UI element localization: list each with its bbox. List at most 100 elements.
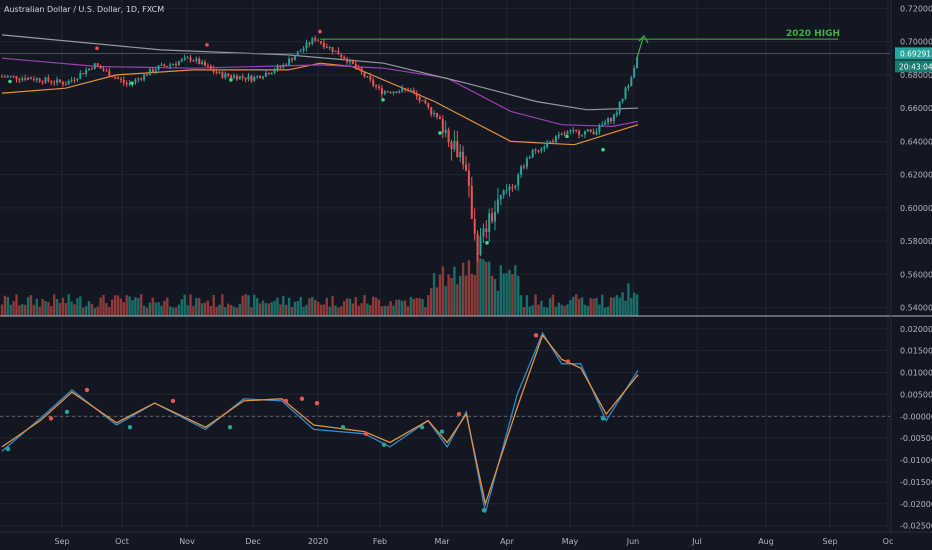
oscillator-panel[interactable] (0, 331, 890, 513)
candle-body (427, 103, 430, 108)
candle-body (192, 60, 195, 62)
candle-body (349, 59, 351, 63)
volume-bar (44, 301, 47, 316)
volume-bar (505, 273, 508, 316)
time-tick: Oc (883, 537, 894, 546)
volume-bar (345, 298, 349, 316)
volume-bar (70, 301, 73, 316)
candle-body (496, 199, 499, 212)
volume-bar (401, 300, 404, 316)
candle-body (67, 80, 70, 85)
time-tick: Sep (822, 537, 837, 546)
candle-body (218, 72, 221, 74)
volume-bar (73, 304, 76, 316)
volume-bar (499, 265, 502, 316)
candle-body (610, 118, 612, 122)
volume-bar (116, 295, 120, 316)
candle-body (163, 64, 166, 66)
volume-bar (157, 302, 160, 316)
volume-bar (522, 307, 526, 316)
candle-body (549, 141, 552, 143)
osc-cross-marker (533, 333, 539, 338)
candle-body (581, 134, 583, 136)
volume-bar (47, 301, 50, 316)
arrow-shaft (636, 37, 644, 59)
candle-body (308, 42, 311, 45)
volume-bar (618, 297, 621, 316)
volume-bar (55, 299, 59, 316)
candle-body (444, 129, 447, 133)
osc-tick: -0.02500 (900, 522, 932, 531)
time-tag-text: 20:43:04 (899, 62, 932, 71)
volume-bar (253, 294, 256, 316)
candle-body (488, 213, 491, 232)
volume-bar (563, 306, 566, 316)
candle-body (418, 96, 421, 101)
volume-bar (357, 305, 360, 316)
price-candles[interactable] (1, 35, 639, 263)
volume-bar (363, 295, 366, 316)
candle-body (552, 141, 554, 143)
volume-bar (99, 297, 102, 316)
volume-bar (6, 297, 9, 316)
volume-bar (29, 295, 33, 316)
volume-bar (15, 294, 18, 316)
candle-body (44, 77, 47, 83)
candle-body (259, 75, 262, 79)
candle-body (412, 90, 415, 93)
candle-body (476, 233, 479, 255)
signal-dot (565, 134, 569, 139)
volume-bar (122, 302, 125, 316)
volume-bar (174, 307, 178, 316)
volume-bar (566, 304, 569, 316)
volume-bar (206, 300, 210, 316)
volume-bar (160, 305, 163, 316)
volume-bar (151, 297, 154, 316)
volume-bar (140, 294, 143, 316)
candle-body (227, 73, 230, 76)
candle-body (618, 101, 621, 113)
volume-bar (354, 297, 357, 316)
volume-bar (406, 306, 410, 316)
volume-bar (447, 274, 450, 316)
candle-body (302, 48, 305, 51)
volume-bar (264, 303, 268, 316)
candle-body (630, 77, 633, 86)
volume-bar (398, 299, 401, 316)
candle-body (230, 75, 233, 78)
volume-bar (418, 298, 421, 316)
volume-bar (137, 297, 140, 316)
volume-bar (9, 304, 12, 316)
volume-bar (569, 299, 572, 316)
volume-bar (514, 265, 517, 316)
candle-body (172, 63, 175, 65)
candle-body (53, 82, 56, 84)
volume-bar (461, 262, 465, 316)
candle-body (624, 87, 627, 99)
candle-body (299, 50, 302, 52)
osc-tick: -0.01000 (900, 456, 932, 465)
time-tick: Nov (179, 537, 195, 546)
osc-cross-marker (456, 411, 462, 417)
volume-bar (64, 302, 67, 316)
candle-body (380, 87, 383, 95)
volume-bar (258, 303, 262, 316)
volume-bar (580, 297, 584, 316)
volume-bar (24, 304, 27, 316)
candle-body (508, 186, 511, 191)
volume-bar (322, 304, 326, 316)
volume-bar (464, 275, 468, 316)
volume-bar (96, 306, 99, 316)
volume-bar (337, 307, 340, 316)
candle-body (148, 69, 151, 76)
candle-body (209, 65, 212, 69)
volume-bar (415, 297, 418, 316)
candle-body (369, 76, 372, 80)
candle-body (291, 58, 293, 61)
volume-bar (195, 298, 198, 316)
candle-body (456, 140, 459, 158)
volume-bar (482, 259, 485, 316)
volume-bar (270, 302, 273, 316)
